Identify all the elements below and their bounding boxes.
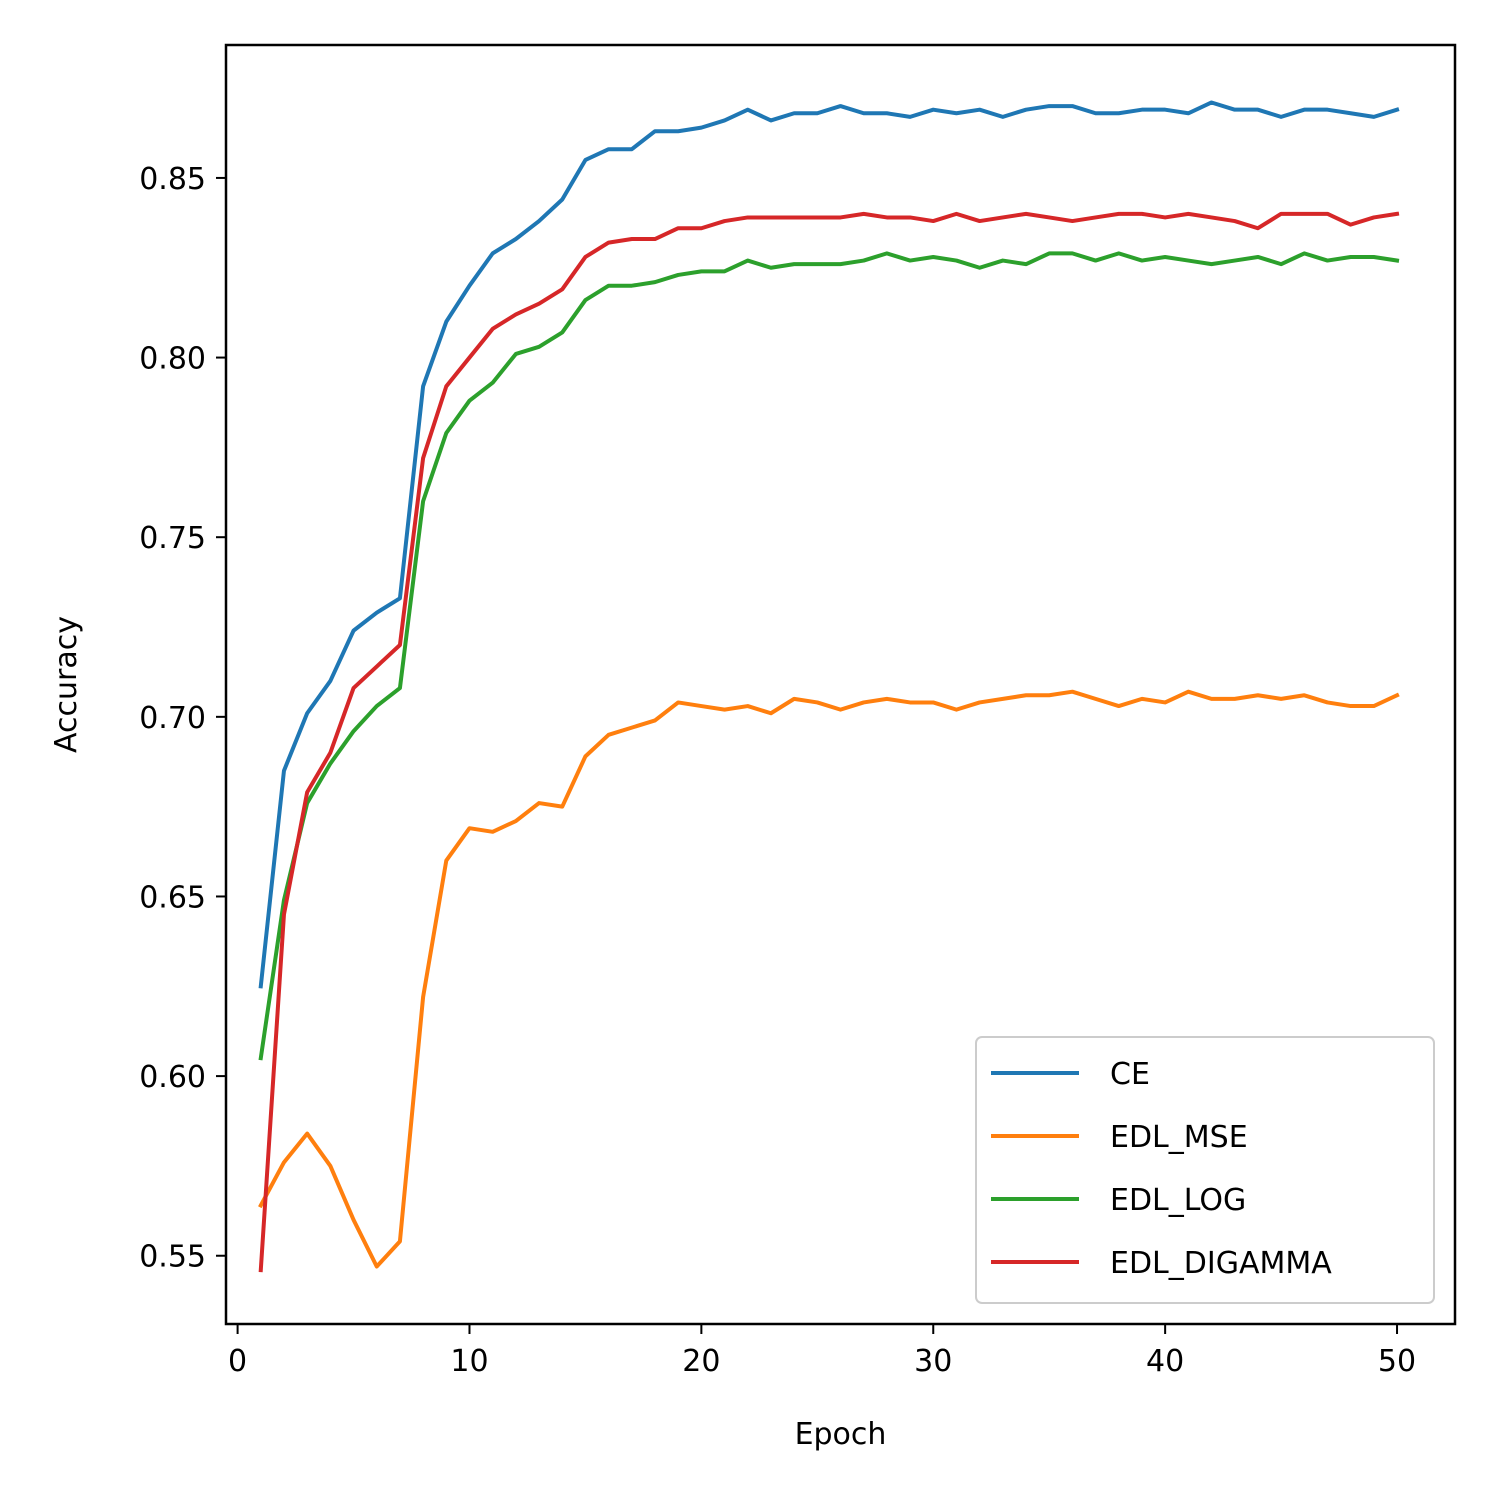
legend-box [975,1036,1435,1304]
series-line-edl-mse [258,689,1400,1269]
x-tick-label: 20 [682,1344,720,1379]
series-layer [258,100,1400,1273]
y-tick-label: 0.65 [139,880,206,915]
y-tick-label: 0.80 [139,342,206,377]
y-tick-label: 0.70 [139,701,206,736]
legend-label: EDL_DIGAMMA [1110,1246,1332,1281]
y-tick-label: 0.60 [139,1060,206,1095]
series-line-edl-digamma [258,211,1400,1273]
ticks-layer: 0 10 20 30 40 50 0.55 0.60 0.65 0.70 0.75 0.80 0.85 [139,162,1416,1379]
series-line-edl-log [258,251,1400,1061]
plot-frame [224,43,1457,1326]
x-tick-label: 50 [1378,1344,1416,1379]
x-tick-label: 40 [1146,1344,1184,1379]
legend: CE EDL_MSE EDL_LOG EDL_DIGAMMA [975,1036,1435,1304]
legend-label: EDL_LOG [1110,1183,1246,1218]
x-tick-label: 30 [914,1344,952,1379]
y-tick-label: 0.75 [139,521,206,556]
x-tick-label: 0 [228,1344,247,1379]
legend-label: CE [1110,1057,1150,1092]
y-axis-label: Accuracy [49,616,84,753]
series-line-ce [258,100,1400,989]
x-axis-label: Epoch [795,1417,887,1452]
y-tick-label: 0.85 [139,162,206,197]
y-tick-label: 0.55 [139,1240,206,1275]
x-tick-label: 10 [450,1344,488,1379]
legend-label: EDL_MSE [1110,1120,1248,1155]
